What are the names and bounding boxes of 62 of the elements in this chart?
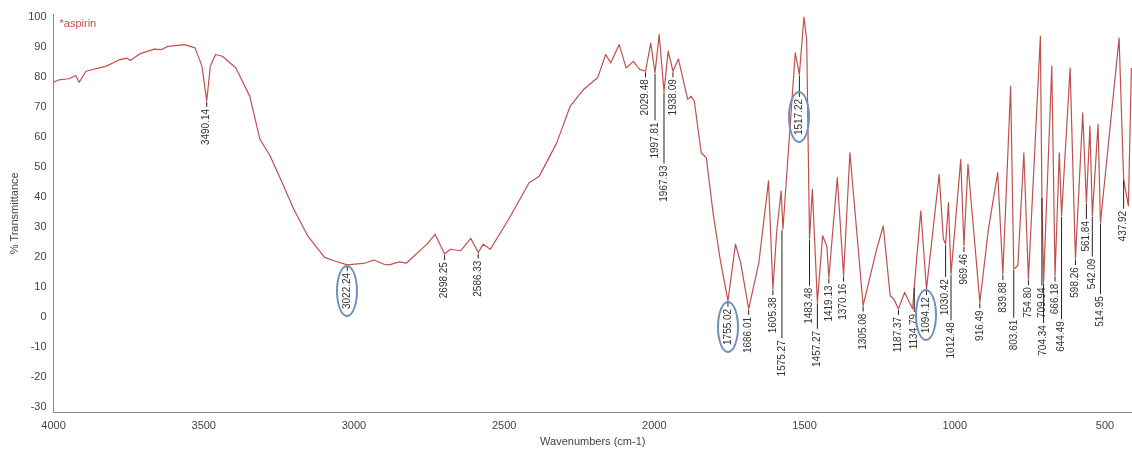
annotation: 1517.22 <box>793 98 805 136</box>
annotation: 1030.42 <box>939 278 951 316</box>
annotation: 1997.81 <box>648 121 660 159</box>
x-tick-label: 4000 <box>41 419 66 432</box>
annotation: 666.18 <box>1048 283 1060 315</box>
x-tick-label: 1000 <box>942 419 967 432</box>
annotation: 2698.25 <box>438 261 450 299</box>
annotation: 2029.48 <box>639 78 651 116</box>
y-tick-label: 30 <box>34 219 47 232</box>
annotation: 1686.01 <box>742 316 754 354</box>
annotation: 1605.38 <box>766 296 778 334</box>
annotation: 1012.48 <box>944 321 956 359</box>
annotation: 1575.27 <box>775 339 787 377</box>
annotation: 1187.37 <box>892 316 904 353</box>
x-tick-label: 3500 <box>191 419 216 432</box>
y-tick-label: 100 <box>28 10 47 23</box>
x-tick-label: 2000 <box>642 419 667 432</box>
annotation: 1967.93 <box>657 165 669 202</box>
y-tick-label: 10 <box>34 279 47 292</box>
annotation: 542.09 <box>1086 258 1098 290</box>
annotation: 1370.16 <box>837 283 849 320</box>
annotation: 803.61 <box>1007 319 1019 351</box>
x-tick-label: 500 <box>1095 419 1115 432</box>
annotation: 1419.13 <box>822 285 834 322</box>
annotation: 1134.79 <box>908 313 920 350</box>
annotation: 3490.14 <box>200 108 212 146</box>
y-tick-label: -30 <box>30 399 47 412</box>
annotation: 3022.24 <box>341 272 353 309</box>
y-tick-label: 40 <box>34 189 47 202</box>
annotation: 704.34 <box>1037 324 1049 356</box>
annotation: 2586.33 <box>471 260 483 297</box>
y-tick-label: 0 <box>40 309 47 322</box>
y-axis-title: % Transmittance <box>7 172 20 255</box>
annotation: 561.84 <box>1080 220 1092 252</box>
y-tick-label: -20 <box>30 369 47 382</box>
annotation: 754.80 <box>1022 286 1034 318</box>
y-tick-label: -10 <box>30 339 47 352</box>
annotation: 969.46 <box>957 253 969 285</box>
annotation: 1305.08 <box>856 313 868 350</box>
annotation: 1938.09 <box>666 78 678 116</box>
annotation: 916.49 <box>973 309 985 341</box>
annotation: 437.92 <box>1117 210 1129 242</box>
annotation: 644.49 <box>1055 320 1067 352</box>
y-tick-label: 60 <box>34 129 47 142</box>
x-axis-title: Wavenumbers (cm-1) <box>540 435 646 448</box>
x-tick-label: 3000 <box>341 419 367 432</box>
annotation: 839.88 <box>996 281 1008 313</box>
annotation: 1483.48 <box>803 287 815 324</box>
annotation: 1755.02 <box>721 308 733 345</box>
text: *aspirin <box>59 16 97 29</box>
y-tick-label: 20 <box>34 249 47 262</box>
annotation: 1094.12 <box>920 296 932 334</box>
y-tick-label: 50 <box>34 159 47 172</box>
annotation: 598.26 <box>1069 266 1081 298</box>
annotation: 709.94 <box>1035 287 1047 319</box>
y-tick-label: 80 <box>34 69 47 82</box>
annotation: 514.95 <box>1094 295 1106 327</box>
y-tick-label: 90 <box>34 40 47 52</box>
annotation: 1457.27 <box>811 330 823 367</box>
x-tick-label: 1500 <box>792 419 817 432</box>
y-tick-label: 70 <box>34 99 47 112</box>
x-tick-label: 2500 <box>491 419 517 432</box>
